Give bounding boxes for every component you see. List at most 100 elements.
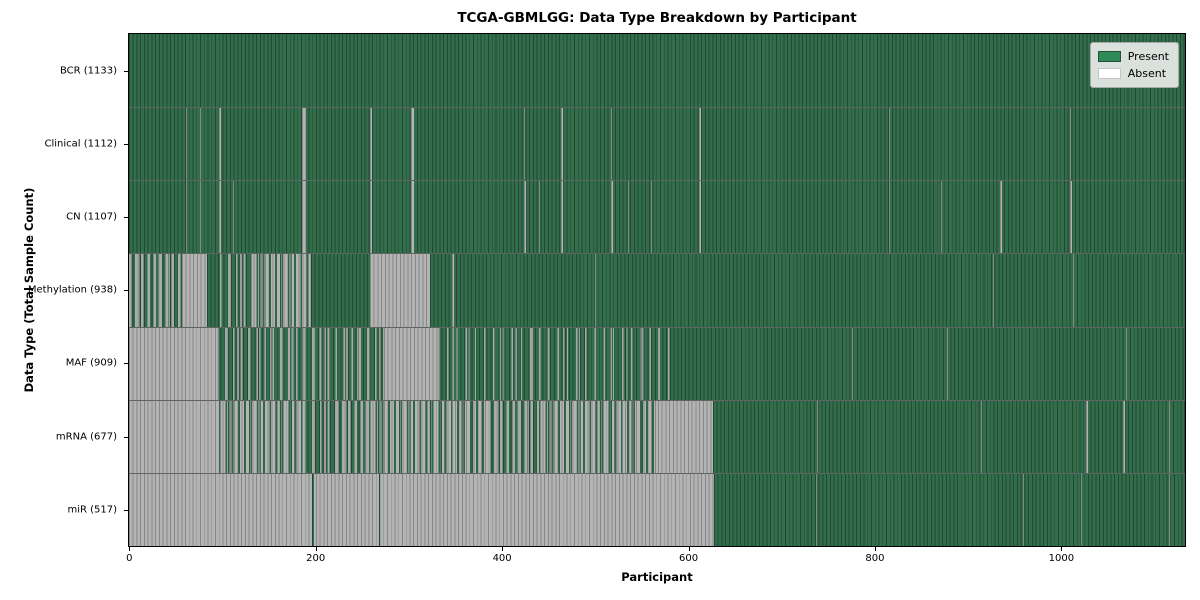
x-axis-label: Participant: [621, 570, 693, 584]
segment-absent: [610, 108, 612, 181]
legend-label-present: Present: [1127, 50, 1169, 63]
segment-absent: [993, 254, 995, 327]
segment-mix70: [539, 400, 659, 473]
segment-absent: [627, 181, 629, 254]
segment-absent: [129, 473, 715, 546]
y-tick-label: miR (517): [67, 504, 117, 516]
segment-absent: [182, 254, 208, 327]
x-tick-label: 1000: [1048, 553, 1075, 564]
segment-absent: [1080, 473, 1083, 546]
segment-absent: [302, 108, 307, 181]
segment-absent: [219, 108, 221, 181]
segment-absent: [384, 327, 439, 400]
y-tick-label: Clinical (1112): [44, 138, 118, 150]
y-tick-mark: [124, 217, 128, 219]
segment-absent: [699, 181, 701, 254]
x-tick-mark: [688, 547, 690, 551]
x-tick-label: 400: [492, 553, 512, 564]
y-tick-label: MAF (909): [65, 357, 117, 369]
legend: Present Absent: [1089, 42, 1179, 88]
segment-absent: [888, 181, 890, 254]
present-swatch-icon: [1097, 51, 1121, 62]
segment-absent: [185, 181, 187, 254]
segment-absent: [1000, 181, 1002, 254]
segment-absent: [595, 254, 597, 327]
row-band-Methylation: [129, 253, 1185, 327]
segment-present: [311, 473, 314, 546]
y-tick-mark: [124, 363, 128, 365]
segment-absent: [129, 327, 217, 400]
segment-present: [129, 108, 1185, 181]
y-tick-label: CN (1107): [66, 211, 117, 223]
row-band-MAF: [129, 326, 1185, 400]
legend-label-absent: Absent: [1127, 67, 1167, 80]
y-tick-mark: [124, 436, 128, 438]
segment-absent: [539, 181, 541, 254]
segment-absent: [199, 181, 201, 254]
segment-absent: [370, 254, 431, 327]
segment-present: [129, 34, 1185, 108]
segment-absent: [888, 108, 890, 181]
segment-present: [310, 254, 371, 327]
segment-absent: [1070, 181, 1073, 254]
chart-title: TCGA-GBMLGG: Data Type Breakdown by Part…: [457, 10, 857, 26]
segment-mix30: [220, 254, 251, 327]
y-axis: BCR (1133) Clinical (1112) CN (1107) Methyl…: [0, 33, 128, 547]
row-band-mRNA: [129, 399, 1185, 473]
segment-absent: [940, 181, 942, 254]
legend-item-present: Present: [1097, 48, 1169, 65]
row-band-miR: [129, 472, 1185, 546]
segment-absent: [1126, 327, 1128, 400]
segment-absent: [658, 400, 714, 473]
y-tick-label: Methylation (938): [27, 284, 117, 296]
segment-mix70: [250, 254, 311, 327]
x-tick-label: 600: [678, 553, 699, 564]
x-tick-mark: [874, 547, 876, 551]
segment-mix70: [219, 400, 305, 473]
segment-mix50: [129, 254, 183, 327]
segment-present: [669, 327, 1185, 400]
segment-absent: [411, 181, 415, 254]
segment-absent: [129, 400, 220, 473]
segment-mix50: [335, 400, 370, 473]
y-tick-mark: [124, 509, 128, 511]
segment-absent: [219, 181, 221, 254]
x-tick-label: 200: [306, 553, 326, 564]
segment-absent: [1070, 108, 1072, 181]
segment-mix70: [369, 400, 488, 473]
segment-present: [207, 254, 221, 327]
segment-absent: [815, 473, 817, 546]
row-band-Clinical: [129, 107, 1185, 181]
segment-mix30: [216, 327, 385, 400]
segment-absent: [650, 181, 653, 254]
x-tick-mark: [1061, 547, 1063, 551]
segment-absent: [370, 108, 373, 181]
y-tick-mark: [124, 290, 128, 292]
segment-absent: [1123, 400, 1125, 473]
segment-absent: [1073, 254, 1075, 327]
segment-present: [129, 181, 1185, 254]
x-tick-label: 800: [865, 553, 885, 564]
x-tick-mark: [315, 547, 317, 551]
segment-absent: [370, 181, 373, 254]
segment-present: [430, 254, 1185, 327]
segment-absent: [561, 108, 563, 181]
segment-absent: [816, 400, 818, 473]
segment-present: [378, 473, 380, 546]
row-band-CN: [129, 180, 1185, 254]
segment-absent: [233, 181, 235, 254]
segment-present: [713, 400, 1185, 473]
legend-item-absent: Absent: [1097, 65, 1169, 82]
segment-absent: [1169, 400, 1171, 473]
segment-absent: [852, 327, 854, 400]
x-tick-label: 0: [126, 553, 133, 564]
segment-absent: [610, 181, 613, 254]
segment-absent: [699, 108, 701, 181]
segment-absent: [561, 181, 563, 254]
segment-absent: [1022, 473, 1024, 546]
segment-absent: [452, 254, 455, 327]
segment-absent: [411, 108, 415, 181]
segment-absent: [1169, 473, 1171, 546]
segment-mix30: [304, 400, 336, 473]
